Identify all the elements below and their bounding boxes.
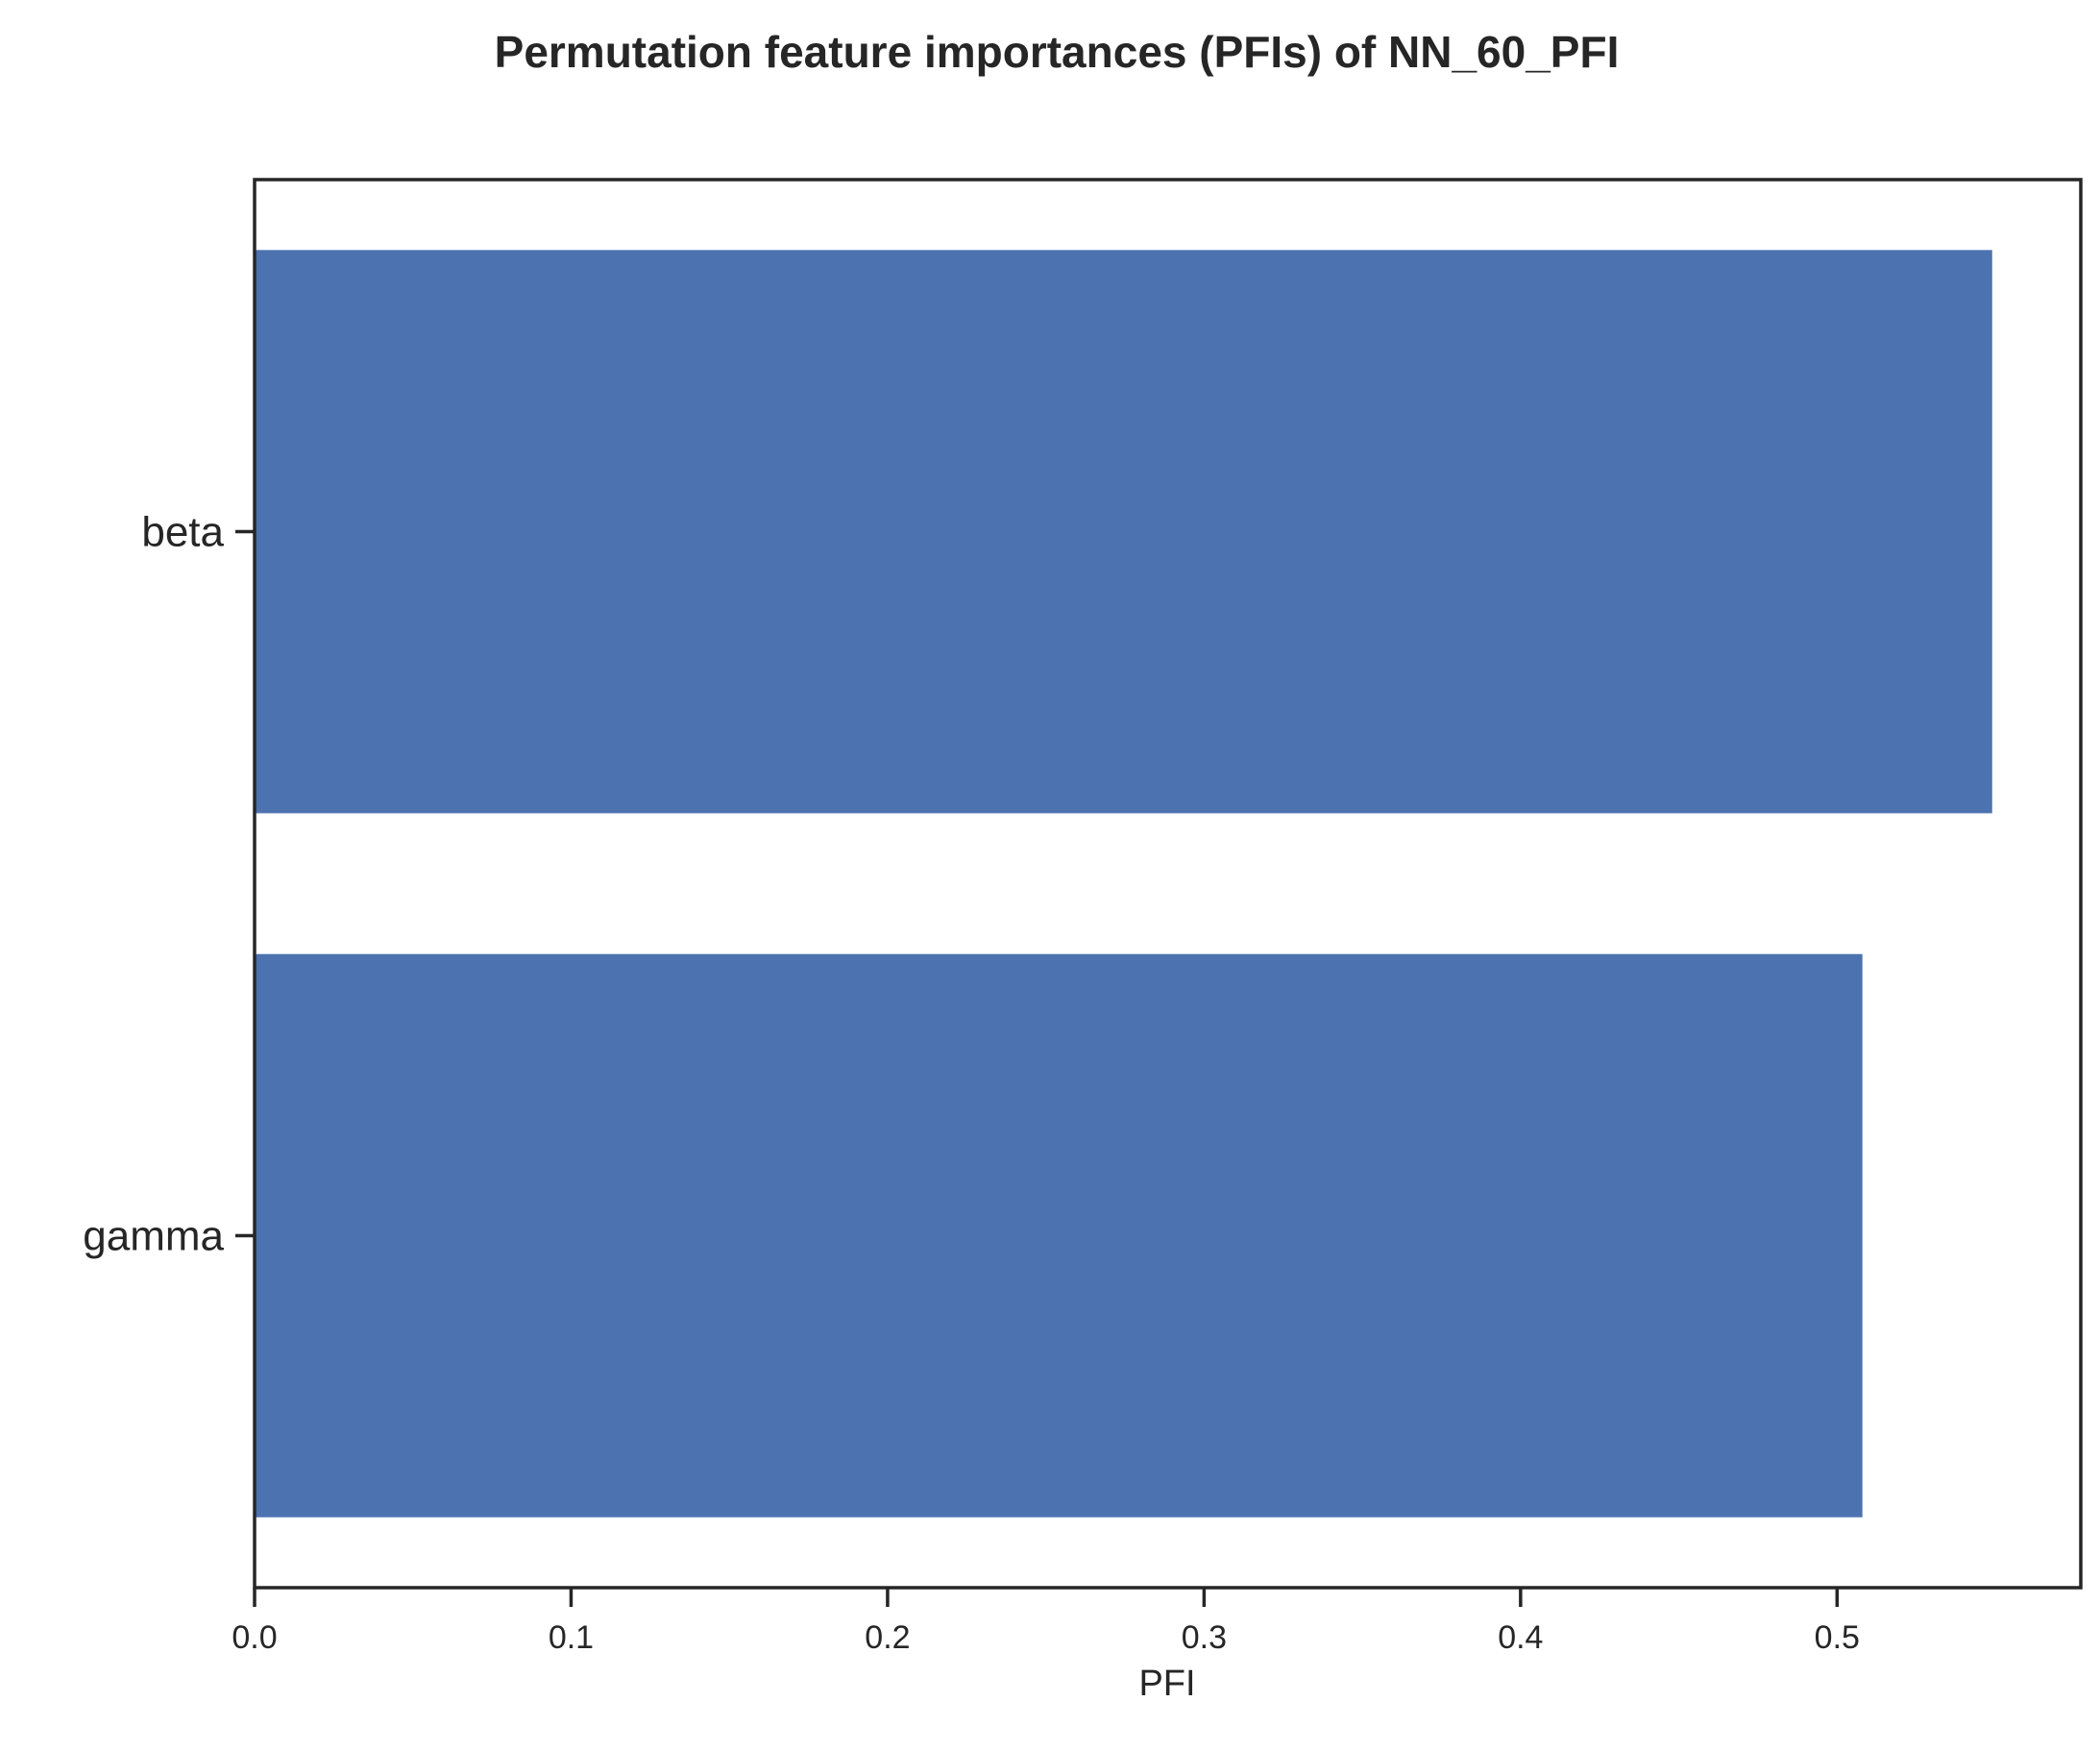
y-tick-label: beta: [141, 509, 224, 556]
bar-beta: [255, 250, 1992, 814]
x-axis-label: PFI: [1138, 1664, 1195, 1704]
x-tick-label: 0.1: [549, 1619, 594, 1656]
y-tick-label: gamma: [83, 1213, 224, 1260]
y-axis: beta gamma: [83, 509, 255, 1260]
chart-title: Permutation feature importances (PFIs) o…: [495, 27, 1620, 77]
x-tick-label: 0.2: [865, 1619, 910, 1656]
x-tick-label: 0.0: [232, 1619, 277, 1656]
x-axis: 0.0 0.1 0.2 0.3 0.4 0.5: [232, 1588, 1860, 1656]
x-tick-label: 0.4: [1498, 1619, 1543, 1656]
x-tick-label: 0.5: [1815, 1619, 1860, 1656]
x-tick-label: 0.3: [1182, 1619, 1227, 1656]
bars-group: [255, 250, 1992, 1518]
plot-area-frame: [253, 178, 2083, 1590]
bar-gamma: [255, 954, 1863, 1518]
